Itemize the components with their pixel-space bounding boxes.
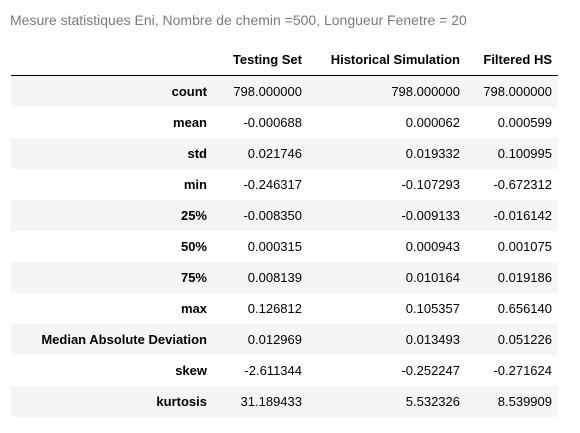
cell-filtered-hs: 0.051226 [497, 332, 552, 347]
cell-historical-simulation: 0.019332 [405, 146, 460, 161]
table-row: mean -0.000688 0.000062 0.000599 [11, 107, 558, 138]
cell-filtered-hs: -0.016142 [493, 208, 552, 223]
row-label: 25% [180, 208, 207, 223]
cell-filtered-hs: 0.001075 [497, 239, 552, 254]
column-header-testing-set: Testing Set [213, 45, 308, 76]
cell-testing-set: 0.000315 [247, 239, 302, 254]
cell-testing-set: -0.000688 [243, 115, 302, 130]
row-label: max [180, 301, 207, 316]
table-row: max 0.126812 0.105357 0.656140 [11, 293, 558, 324]
column-header-filtered-hs: Filtered HS [466, 45, 558, 76]
cell-testing-set: -2.611344 [244, 363, 302, 378]
row-label: count [171, 84, 207, 99]
cell-historical-simulation: 0.013493 [405, 332, 460, 347]
row-label: kurtosis [156, 394, 207, 409]
row-label: 75% [180, 270, 207, 285]
cell-filtered-hs: 8.539909 [497, 394, 552, 409]
table-row: min -0.246317 -0.107293 -0.672312 [11, 169, 558, 200]
row-label: std [187, 146, 208, 161]
row-label: 50% [180, 239, 207, 254]
cell-historical-simulation: 5.532326 [405, 394, 460, 409]
table-row: std 0.021746 0.019332 0.100995 [11, 138, 558, 169]
table-caption: Mesure statistiques Eni, Nombre de chemi… [10, 12, 467, 28]
cell-testing-set: 0.008139 [247, 270, 302, 285]
cell-testing-set: -0.008350 [243, 208, 302, 223]
cell-historical-simulation: -0.107293 [401, 177, 460, 192]
cell-testing-set: 0.126812 [247, 301, 302, 316]
cell-filtered-hs: 0.019186 [497, 270, 552, 285]
cell-historical-simulation: -0.009133 [401, 208, 460, 223]
cell-testing-set: 798.000000 [233, 84, 302, 99]
table-row: kurtosis 31.189433 5.532326 8.539909 [11, 386, 558, 417]
cell-historical-simulation: 0.000943 [405, 239, 460, 254]
row-label: mean [173, 115, 207, 130]
table-row: 75% 0.008139 0.010164 0.019186 [11, 262, 558, 293]
table-row: Median Absolute Deviation 0.012969 0.013… [11, 324, 558, 355]
header-row: Testing Set Historical Simulation Filter… [11, 45, 558, 76]
cell-historical-simulation: 0.000062 [405, 115, 460, 130]
row-label: skew [175, 363, 207, 378]
cell-filtered-hs: 0.656140 [497, 301, 552, 316]
cell-filtered-hs: -0.271624 [493, 363, 552, 378]
cell-testing-set: -0.246317 [243, 177, 302, 192]
index-header [11, 45, 213, 76]
column-header-historical-simulation: Historical Simulation [308, 45, 466, 76]
cell-historical-simulation: 0.010164 [405, 270, 460, 285]
cell-testing-set: 31.189433 [240, 394, 302, 409]
table-row: 25% -0.008350 -0.009133 -0.016142 [11, 200, 558, 231]
table-row: 50% 0.000315 0.000943 0.001075 [11, 231, 558, 262]
cell-historical-simulation: 798.000000 [391, 84, 460, 99]
cell-historical-simulation: 0.105357 [405, 301, 460, 316]
cell-filtered-hs: 0.100995 [497, 146, 552, 161]
cell-historical-simulation: -0.252247 [401, 363, 460, 378]
cell-testing-set: 0.012969 [247, 332, 302, 347]
table-row: skew -2.611344 -0.252247 -0.271624 [11, 355, 558, 386]
cell-filtered-hs: 798.000000 [483, 84, 552, 99]
statistics-table: Testing Set Historical Simulation Filter… [11, 45, 558, 417]
row-label: Median Absolute Deviation [41, 332, 207, 347]
cell-filtered-hs: 0.000599 [497, 115, 552, 130]
table-row: count 798.000000 798.000000 798.000000 [11, 75, 558, 107]
cell-filtered-hs: -0.672312 [493, 177, 552, 192]
row-label: min [183, 177, 207, 192]
cell-testing-set: 0.021746 [247, 146, 302, 161]
